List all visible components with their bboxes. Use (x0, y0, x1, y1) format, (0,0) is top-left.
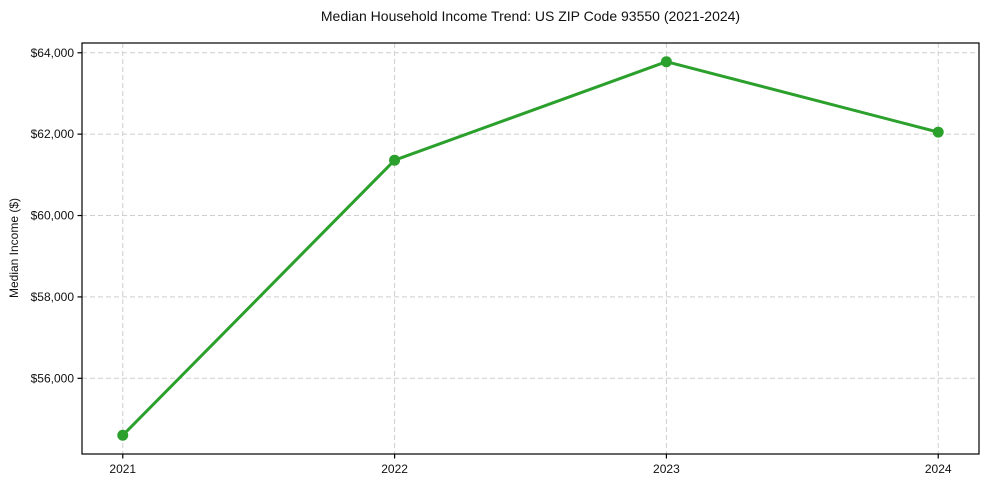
y-tick-label: $64,000 (31, 46, 75, 60)
y-tick-label: $62,000 (31, 127, 75, 141)
x-tick-label: 2024 (925, 462, 952, 476)
data-point-marker (117, 429, 129, 441)
plot-border (81, 42, 980, 455)
income-trend-line (121, 60, 940, 437)
y-tick-label: $56,000 (31, 371, 75, 385)
data-point-marker (932, 126, 944, 138)
data-point-marker (660, 56, 672, 68)
x-tick-label: 2023 (653, 462, 680, 476)
x-tick-label: 2022 (381, 462, 408, 476)
x-tick-label: 2021 (109, 462, 136, 476)
y-tick-label: $60,000 (31, 209, 75, 223)
data-point-marker (389, 154, 401, 166)
y-tick-label: $58,000 (31, 290, 75, 304)
chart-title: Median Household Income Trend: US ZIP Co… (320, 8, 741, 24)
